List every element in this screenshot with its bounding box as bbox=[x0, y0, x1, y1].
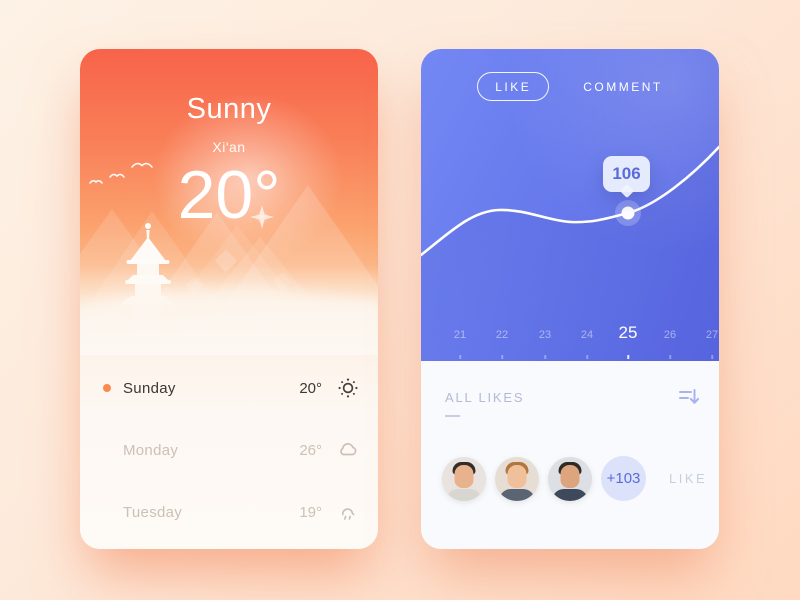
value-tooltip: 106 bbox=[603, 156, 650, 192]
forecast-row-monday[interactable]: Monday 26° bbox=[80, 419, 378, 481]
city-label: Xi'an bbox=[212, 139, 246, 155]
x-tick-label[interactable]: 27 bbox=[705, 329, 719, 341]
x-axis: 21 22 23 24 25 26 27 bbox=[421, 323, 719, 361]
axis-tick bbox=[459, 355, 461, 359]
weather-condition: Sunny bbox=[186, 93, 272, 125]
like-action-label[interactable]: LIKE bbox=[669, 471, 708, 486]
day-dot-placeholder bbox=[103, 446, 111, 454]
weather-card: Sunny Xi'an 20° Sunday 20° bbox=[80, 49, 378, 549]
x-tick-label[interactable]: 23 bbox=[538, 329, 552, 341]
axis-tick bbox=[711, 355, 713, 359]
chart-line bbox=[421, 145, 719, 257]
axis-tick bbox=[501, 355, 503, 359]
axis-tick bbox=[669, 355, 671, 359]
rain-icon bbox=[336, 500, 360, 524]
data-point-marker bbox=[621, 206, 635, 220]
sun-glow bbox=[153, 94, 343, 264]
x-tick-label[interactable]: 21 bbox=[453, 329, 467, 341]
avatar-shoulders bbox=[499, 488, 535, 501]
x-tick-label[interactable]: 22 bbox=[495, 329, 509, 341]
current-temperature: 20° bbox=[177, 157, 281, 233]
sun-icon bbox=[336, 376, 360, 400]
birds-icon bbox=[89, 162, 153, 184]
avatar-face bbox=[454, 464, 474, 488]
day-label: Tuesday bbox=[123, 503, 183, 521]
all-likes-title: ALL LIKES bbox=[445, 390, 525, 405]
tooltip-value: 106 bbox=[612, 164, 641, 183]
x-tick-label-selected[interactable]: 25 bbox=[618, 323, 638, 342]
weather-hero: Sunny Xi'an 20° bbox=[80, 49, 378, 355]
tab-like[interactable]: LIKE bbox=[477, 72, 550, 101]
forecast-row-tuesday[interactable]: Tuesday 19° bbox=[80, 481, 378, 543]
likes-line-chart bbox=[421, 145, 719, 361]
avatar-shoulders bbox=[446, 488, 482, 501]
title-underline bbox=[445, 415, 460, 417]
chart-area-fill bbox=[421, 147, 719, 361]
avatar-face bbox=[560, 464, 580, 488]
user-photo-2[interactable] bbox=[495, 456, 539, 501]
user-photo-3[interactable] bbox=[548, 456, 592, 501]
forecast-list: Sunday 20° Monday 26° bbox=[80, 355, 378, 549]
axis-tick bbox=[586, 355, 588, 359]
mountain-pagoda-illustration bbox=[80, 94, 378, 355]
x-tick-label[interactable]: 24 bbox=[580, 329, 594, 341]
day-label: Sunday bbox=[123, 379, 176, 397]
likes-card: LIKE COMMENT 106 21 22 23 24 25 26 bbox=[421, 49, 719, 549]
tab-bar: LIKE COMMENT bbox=[421, 72, 719, 101]
avatar-face bbox=[507, 464, 527, 488]
day-dot-placeholder bbox=[103, 508, 111, 516]
x-tick-label[interactable]: 26 bbox=[663, 329, 677, 341]
likes-chart-panel: LIKE COMMENT 106 21 22 23 24 25 26 bbox=[421, 49, 719, 361]
day-label: Monday bbox=[123, 441, 179, 459]
day-temperature: 19° bbox=[299, 503, 322, 521]
all-likes-panel: ALL LIKES bbox=[421, 361, 719, 549]
more-likers-badge[interactable]: +103 bbox=[601, 456, 646, 501]
forecast-row-sunday[interactable]: Sunday 20° bbox=[80, 357, 378, 419]
axis-tick-selected bbox=[627, 355, 629, 359]
avatar-shoulders bbox=[552, 488, 588, 501]
active-day-dot bbox=[103, 384, 111, 392]
sort-descending-icon[interactable] bbox=[679, 388, 700, 412]
tab-comment[interactable]: COMMENT bbox=[583, 79, 663, 94]
user-photo-1[interactable] bbox=[442, 456, 486, 501]
day-temperature: 20° bbox=[299, 379, 322, 397]
day-temperature: 26° bbox=[299, 441, 322, 459]
axis-tick bbox=[544, 355, 546, 359]
likers-row: +103 LIKE bbox=[442, 456, 719, 501]
cloud-icon bbox=[336, 438, 360, 462]
sparkle-star bbox=[250, 205, 274, 229]
